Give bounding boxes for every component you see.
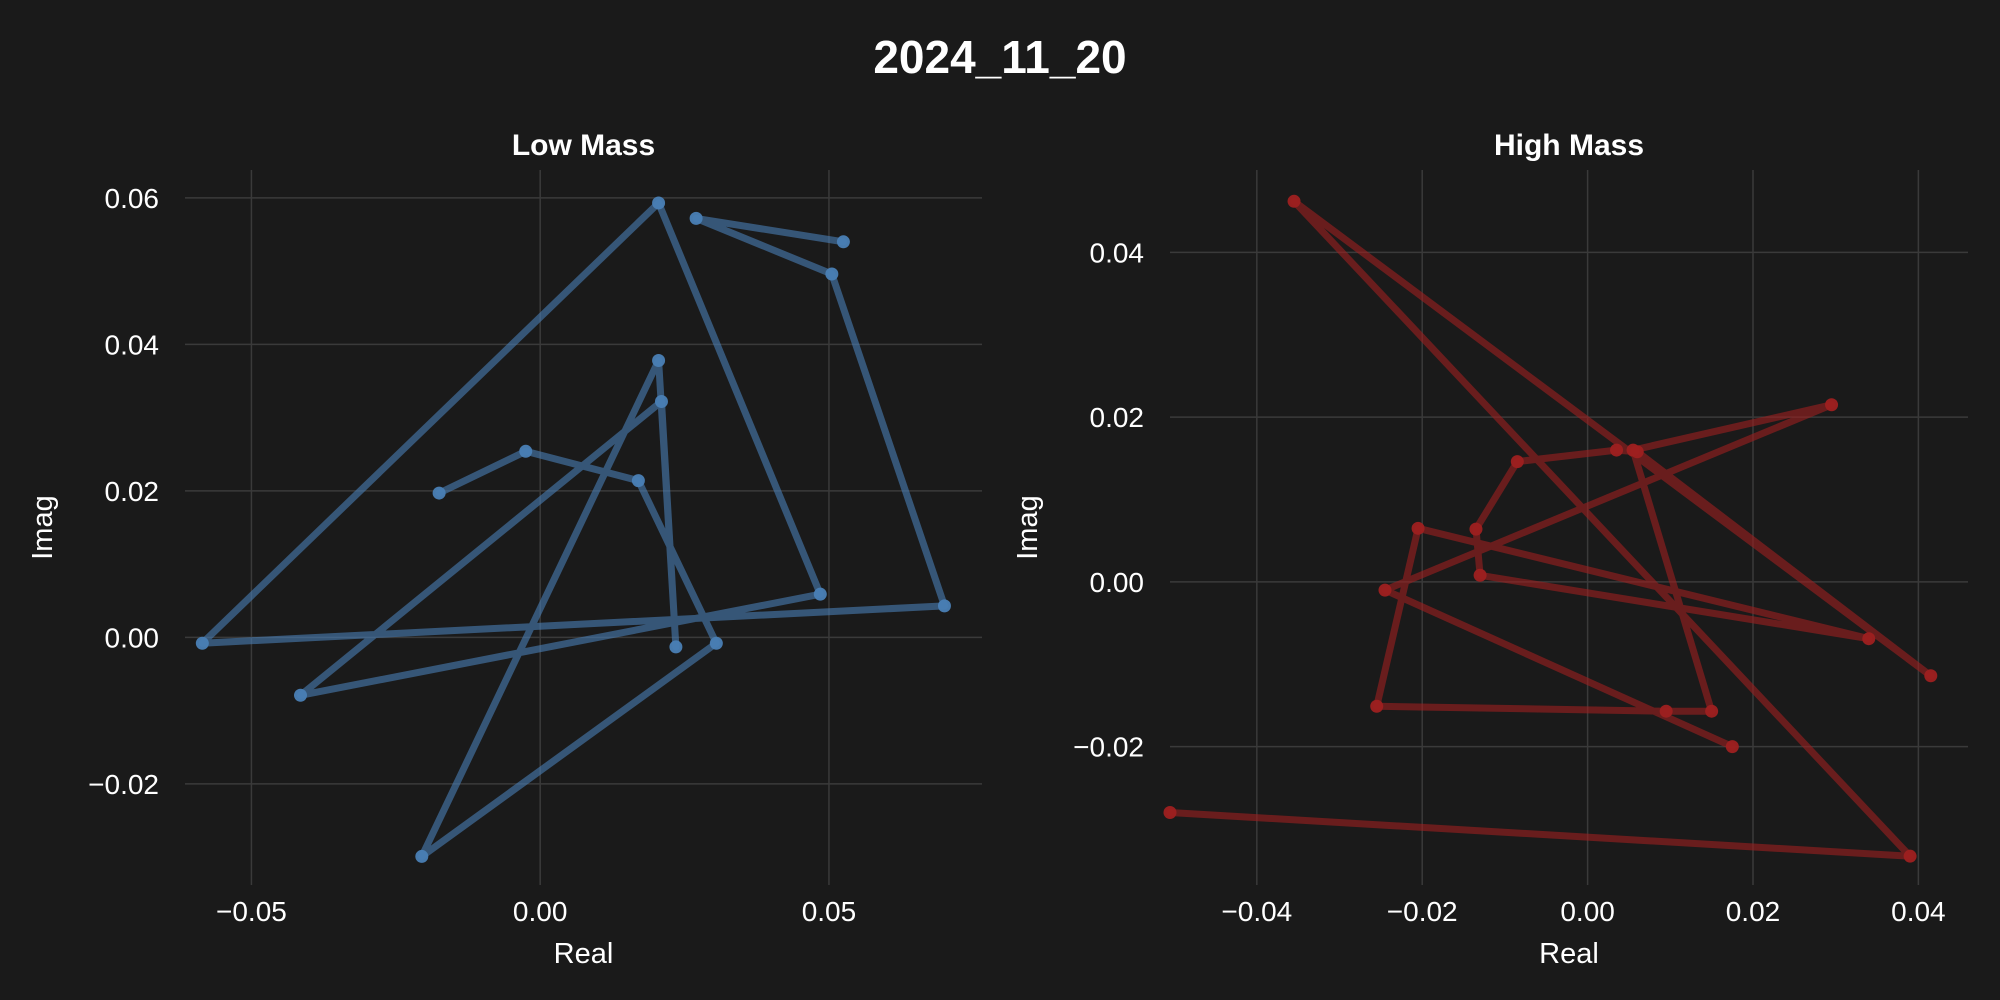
y-axis-label: Imag xyxy=(1012,495,1044,559)
x-axis-label: Real xyxy=(1539,938,1599,970)
panel-title: Low Mass xyxy=(512,129,655,162)
data-point xyxy=(1610,443,1624,457)
data-point xyxy=(836,235,850,249)
data-point xyxy=(937,599,951,613)
data-point xyxy=(1725,740,1739,754)
data-point xyxy=(813,587,827,601)
data-point xyxy=(1370,699,1384,713)
data-point xyxy=(654,394,668,408)
data-point xyxy=(669,640,683,654)
y-tick-label: −0.02 xyxy=(88,769,159,800)
data-point xyxy=(652,353,666,367)
data-point xyxy=(1469,522,1483,536)
data-point xyxy=(415,849,429,863)
data-point xyxy=(1411,521,1425,535)
data-point xyxy=(1659,704,1673,718)
series-line xyxy=(198,199,948,860)
x-tick-label: 0.00 xyxy=(513,896,568,927)
x-tick-label: 0.00 xyxy=(1560,896,1615,927)
data-point xyxy=(1924,669,1938,683)
data-point xyxy=(1473,568,1487,582)
data-point xyxy=(825,267,839,281)
x-tick-label: 0.02 xyxy=(1726,896,1781,927)
data-point xyxy=(1378,583,1392,597)
data-point xyxy=(652,196,666,210)
data-point xyxy=(294,688,308,702)
data-point xyxy=(709,636,723,650)
data-point xyxy=(631,474,645,488)
data-point xyxy=(195,636,209,650)
data-point xyxy=(432,486,446,500)
data-point xyxy=(1862,632,1876,646)
data-point xyxy=(1287,194,1301,208)
y-tick-label: 0.06 xyxy=(105,183,160,214)
x-tick-label: −0.04 xyxy=(1221,896,1292,927)
y-tick-label: 0.04 xyxy=(105,329,160,360)
x-tick-label: −0.05 xyxy=(216,896,287,927)
panel-high-mass: −0.04 −0.02 0.00 0.02 0.04 −0.02 0.00 0.02 0.04 H… xyxy=(1012,129,1968,970)
data-point xyxy=(1825,398,1839,412)
x-axis-label: Real xyxy=(554,938,614,970)
data-point xyxy=(1510,455,1524,469)
data-point xyxy=(1626,443,1640,457)
data-point xyxy=(519,444,533,458)
y-axis-label: Imag xyxy=(27,495,59,559)
y-tick-label: 0.00 xyxy=(1090,567,1145,598)
figure-title: 2024_11_20 xyxy=(873,31,1127,83)
x-tick-label: 0.04 xyxy=(1891,896,1946,927)
y-tick-label: 0.02 xyxy=(1090,402,1145,433)
y-tick-label: 0.04 xyxy=(1090,237,1145,268)
panel-low-mass: −0.05 0.00 0.05 −0.02 0.00 0.02 0.04 0.06 Low Ma… xyxy=(27,129,982,970)
data-point xyxy=(1163,806,1177,820)
panel-title: High Mass xyxy=(1494,129,1644,162)
series-line xyxy=(1166,197,1935,860)
x-tick-label: −0.02 xyxy=(1387,896,1458,927)
y-tick-label: −0.02 xyxy=(1073,732,1144,763)
y-tick-label: 0.00 xyxy=(105,622,160,653)
y-tick-label: 0.02 xyxy=(105,476,160,507)
x-tick-label: 0.05 xyxy=(802,896,857,927)
data-point xyxy=(689,211,703,225)
data-point xyxy=(1705,704,1719,718)
data-point xyxy=(1903,849,1917,863)
